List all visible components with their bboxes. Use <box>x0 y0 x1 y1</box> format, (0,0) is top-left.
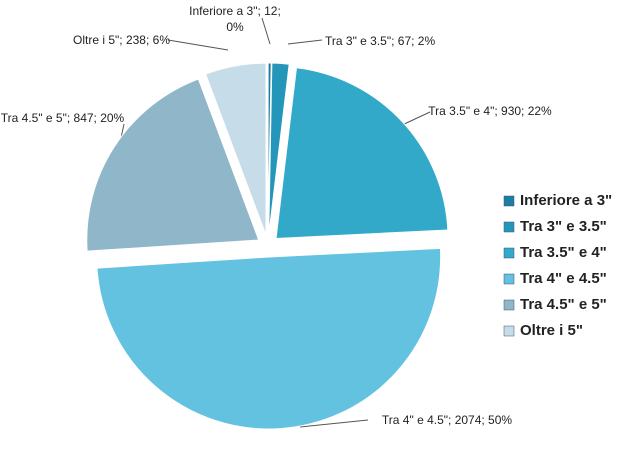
data-label: Inferiore a 3"; 12; 0% <box>189 4 281 34</box>
legend-label: Tra 4.5" e 5" <box>520 296 607 313</box>
legend-label: Inferiore a 3" <box>520 192 612 209</box>
pie-slice <box>96 247 442 430</box>
data-label: Tra 3.5" e 4"; 930; 22% <box>428 104 552 118</box>
legend-marker <box>503 299 515 311</box>
legend-label: Oltre i 5" <box>520 322 583 339</box>
leader-line <box>167 39 229 51</box>
legend-label: Tra 4" e 4.5" <box>520 270 607 287</box>
pie-slice <box>204 62 267 236</box>
pie-slice <box>267 62 272 236</box>
pie-slice <box>275 67 449 240</box>
legend-marker <box>503 325 515 337</box>
pie-slice <box>268 62 290 236</box>
leader-line <box>299 419 369 428</box>
leader-line <box>287 39 323 45</box>
pie-slice <box>86 78 260 252</box>
data-label: Tra 4.5" e 5"; 847; 20% <box>0 111 125 125</box>
data-label: Oltre i 5"; 238; 6% <box>73 33 170 47</box>
legend-marker <box>503 273 515 285</box>
legend-label: Tra 3" e 3.5" <box>520 218 607 235</box>
legend-marker <box>503 221 515 233</box>
legend-marker <box>503 247 515 259</box>
legend-label: Tra 3.5" e 4" <box>520 244 607 261</box>
leader-line <box>261 17 271 45</box>
data-label: Tra 3" e 3.5"; 67; 2% <box>325 34 436 48</box>
legend-marker <box>503 195 515 207</box>
data-label: Tra 4" e 4.5"; 2074; 50% <box>381 413 513 427</box>
leader-lines <box>117 17 431 428</box>
leader-line <box>399 111 431 127</box>
